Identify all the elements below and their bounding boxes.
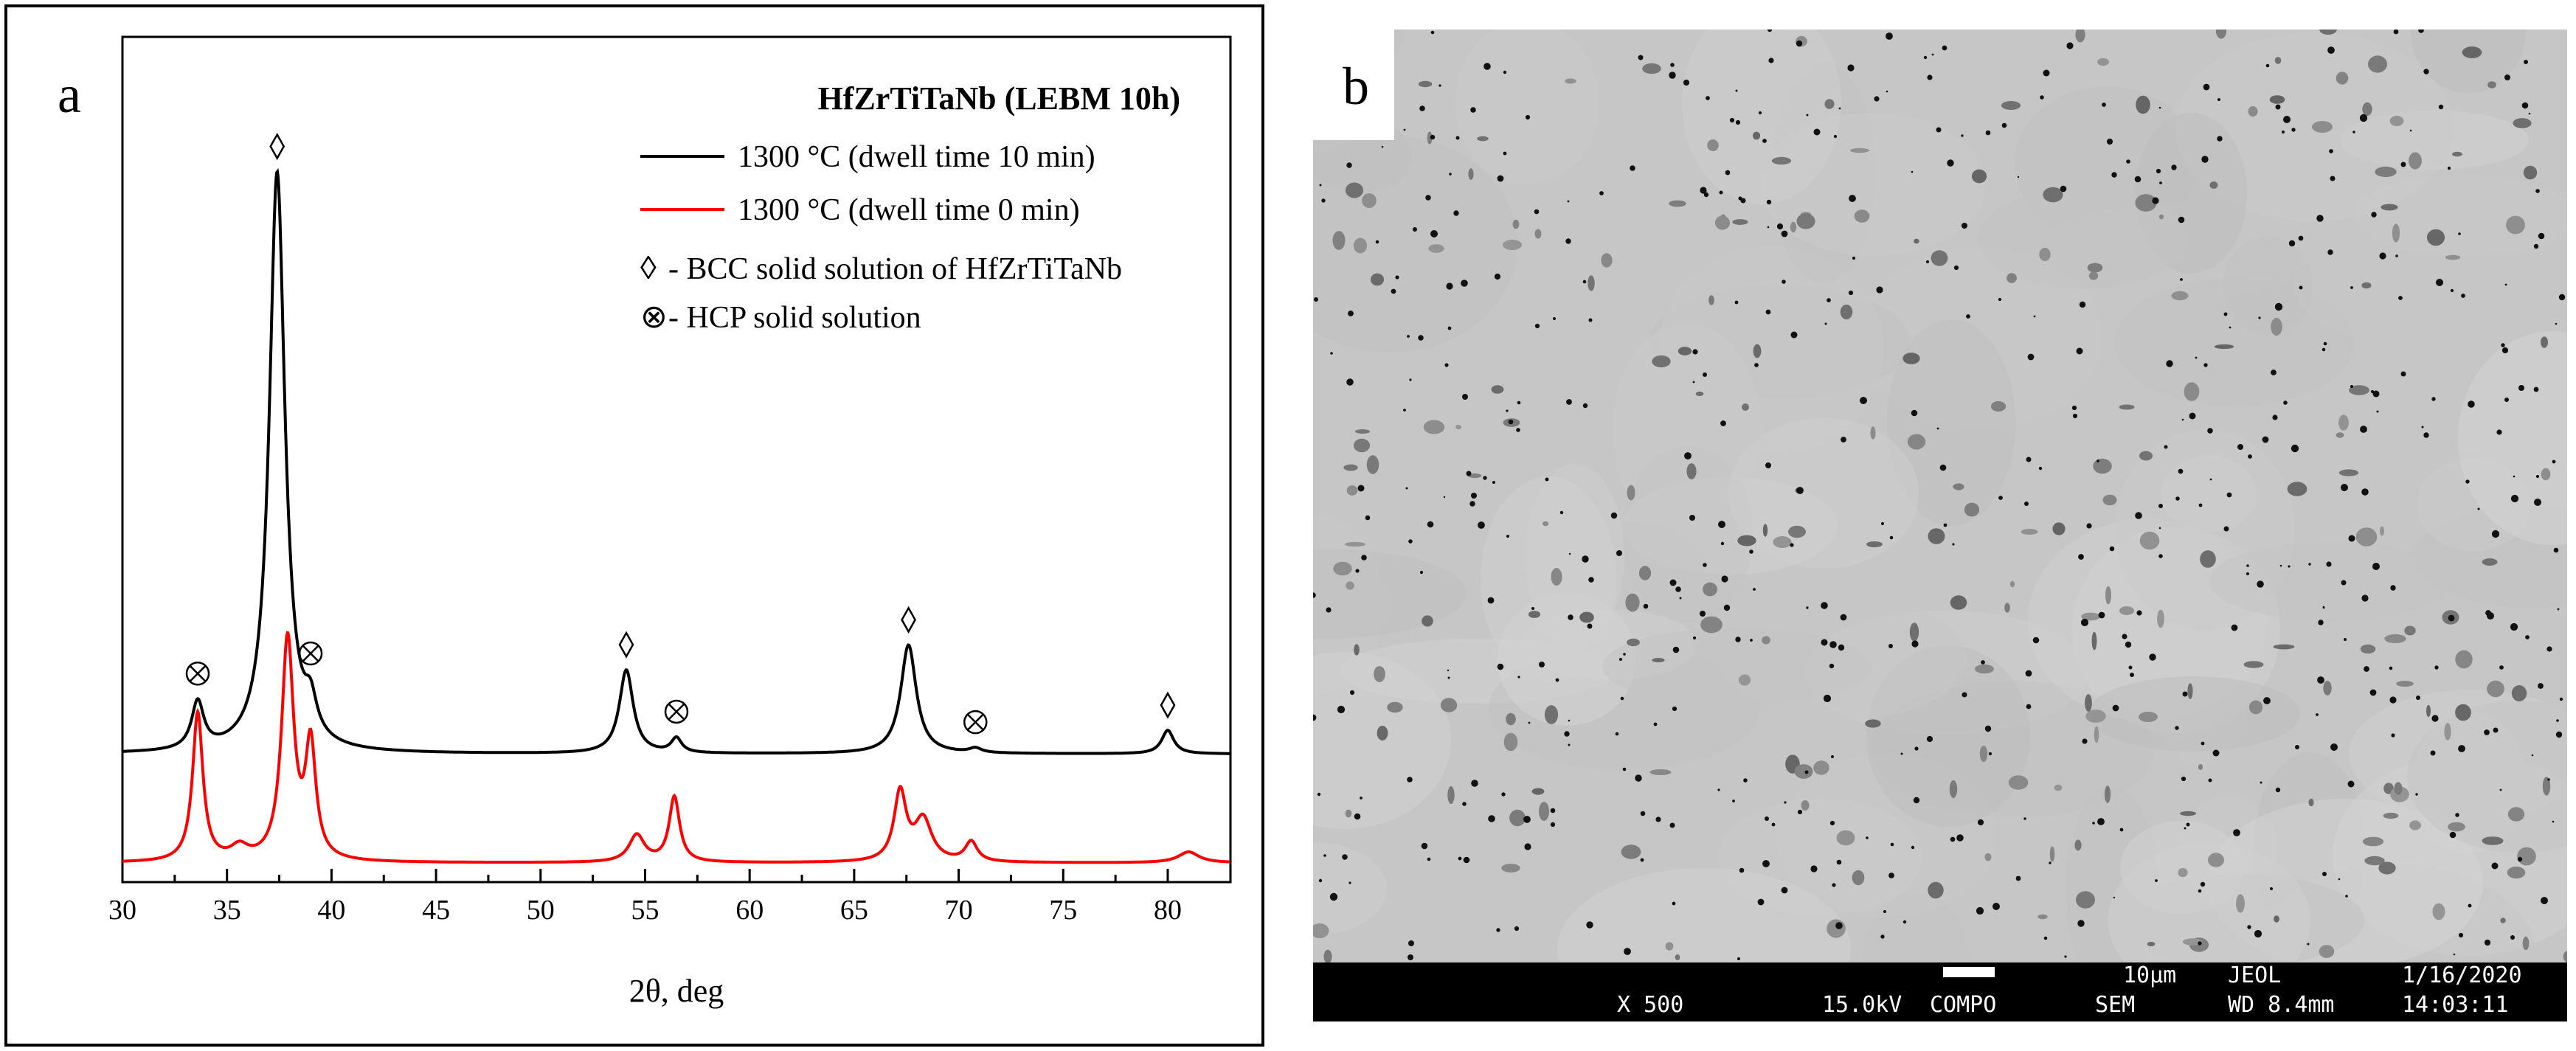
series-line-0min — [122, 631, 1230, 864]
x-tick-label: 55 — [631, 895, 659, 926]
bcc-peak-marker — [618, 631, 634, 659]
x-axis: 30 35 40 45 50 55 60 65 70 75 80 — [108, 869, 1182, 926]
x-tick-label: 75 — [1049, 895, 1077, 926]
scale-bar — [1943, 967, 1995, 977]
x-tick-label: 45 — [422, 895, 450, 926]
bcc-legend-label: - BCC solid solution of HfZrTiTaNb — [668, 252, 1122, 286]
x-tick-label: 60 — [735, 895, 764, 926]
working-distance-label: WD 8.4mm — [2228, 992, 2335, 1018]
sem-micrograph — [1313, 30, 2567, 962]
bcc-peak-marker — [901, 606, 917, 634]
legend: 1300 °C (dwell time 10 min) 1300 °C (dwe… — [640, 140, 1122, 335]
x-tick-label: 80 — [1154, 895, 1182, 926]
magnification-label: X 500 — [1617, 992, 1684, 1018]
x-tick-label: 65 — [840, 895, 868, 926]
peak-markers — [185, 132, 1176, 735]
panel-letter-box: b — [1313, 30, 1394, 140]
hcp-legend-symbol: ⊗ — [640, 299, 668, 335]
legend-label-0min: 1300 °C (dwell time 0 min) — [738, 193, 1080, 227]
panel-letter-b: b — [1343, 57, 1369, 116]
hcp-peak-marker — [185, 662, 210, 686]
series-line-10min — [122, 167, 1230, 755]
sem-frame: b 10µm JEOL 1/16/2020 X 500 15.0kV COMPO… — [1313, 30, 2567, 1021]
legend-label-10min: 1300 °C (dwell time 10 min) — [738, 140, 1095, 174]
figure-border — [4, 4, 1264, 1047]
x-tick-label: 70 — [945, 895, 973, 926]
x-axis-label: 2θ, deg — [629, 973, 724, 1009]
bcc-legend-symbol: ◊ — [640, 250, 657, 286]
xrd-panel: 30 35 40 45 50 55 60 65 70 75 80 a HfZrTiTaNb (LEB… — [0, 0, 1269, 1051]
maker-label: JEOL — [2228, 962, 2282, 988]
chart-title: HfZrTiTaNb (LEBM 10h) — [818, 80, 1180, 117]
bcc-peak-marker — [269, 132, 285, 161]
x-tick-label: 30 — [108, 895, 136, 926]
series-group — [122, 167, 1230, 864]
x-tick-label: 40 — [317, 895, 345, 926]
voltage-label: 15.0kV — [1822, 992, 1902, 1018]
detector-label: SEM — [2095, 992, 2136, 1018]
sem-panel: b 10µm JEOL 1/16/2020 X 500 15.0kV COMPO… — [1313, 30, 2567, 1021]
time-label: 14:03:11 — [2402, 992, 2509, 1018]
hcp-peak-marker — [664, 699, 689, 724]
scale-label: 10µm — [2123, 962, 2177, 988]
x-tick-label: 35 — [213, 895, 241, 926]
x-tick-label: 50 — [527, 895, 555, 926]
mode-label: COMPO — [1930, 992, 1997, 1018]
date-label: 1/16/2020 — [2402, 962, 2522, 988]
plot-area — [121, 35, 1232, 884]
hcp-legend-label: - HCP solid solution — [668, 301, 921, 335]
hcp-peak-marker — [963, 710, 988, 735]
bcc-peak-marker — [1160, 691, 1176, 719]
hcp-peak-marker — [298, 641, 323, 666]
panel-letter-a: a — [58, 65, 81, 124]
xrd-chart: 30 35 40 45 50 55 60 65 70 75 80 a HfZrTiTaNb (LEB… — [4, 4, 1264, 1047]
sem-databar: 10µm JEOL 1/16/2020 X 500 15.0kV COMPO S… — [1313, 962, 2567, 1021]
